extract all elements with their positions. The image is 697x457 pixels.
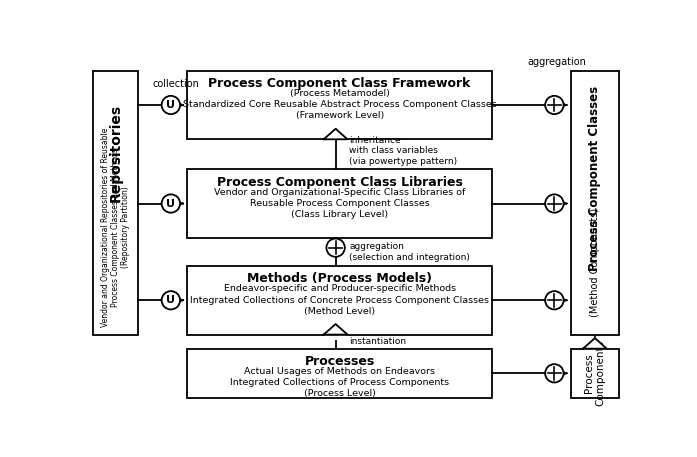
Text: Process
Components: Process Components xyxy=(584,340,606,406)
Ellipse shape xyxy=(162,194,180,213)
Text: (Method Level): (Method Level) xyxy=(304,307,375,316)
Text: Processes: Processes xyxy=(305,355,375,368)
Ellipse shape xyxy=(545,194,564,213)
Bar xyxy=(187,349,492,398)
Text: Process Component Class Libraries: Process Component Class Libraries xyxy=(217,175,463,189)
Text: U: U xyxy=(167,198,176,208)
Text: Repositories: Repositories xyxy=(109,104,123,202)
Text: U: U xyxy=(167,100,176,110)
Text: aggregation
(selection and integration): aggregation (selection and integration) xyxy=(349,242,470,261)
Text: Vendor and Organizational Repositories of Reusable
Process Component Classes and: Vendor and Organizational Repositories o… xyxy=(100,128,130,327)
Bar xyxy=(93,71,139,335)
Text: (Class Library Level): (Class Library Level) xyxy=(291,210,388,219)
Text: collection: collection xyxy=(153,79,200,89)
Text: (Method Components): (Method Components) xyxy=(590,208,600,317)
Text: Reusable Process Component Classes: Reusable Process Component Classes xyxy=(250,199,429,208)
Text: (Process Level): (Process Level) xyxy=(304,389,376,399)
Ellipse shape xyxy=(545,96,564,114)
Text: Methods (Process Models): Methods (Process Models) xyxy=(247,272,432,285)
Text: aggregation: aggregation xyxy=(528,57,586,67)
Polygon shape xyxy=(323,129,348,139)
Bar xyxy=(187,71,492,139)
Bar xyxy=(187,266,492,335)
Bar xyxy=(571,349,619,398)
Text: (Process Metamodel): (Process Metamodel) xyxy=(290,89,390,98)
Ellipse shape xyxy=(162,96,180,114)
Text: Process Component Class Framework: Process Component Class Framework xyxy=(208,77,471,90)
Text: instantiation: instantiation xyxy=(349,337,406,346)
Text: Standardized Core Reusable Abstract Process Component Classes: Standardized Core Reusable Abstract Proc… xyxy=(183,100,496,109)
Ellipse shape xyxy=(326,239,345,257)
Text: U: U xyxy=(167,295,176,305)
Text: Integrated Collections of Concrete Process Component Classes: Integrated Collections of Concrete Proce… xyxy=(190,296,489,304)
Text: Process Component Classes: Process Component Classes xyxy=(588,85,602,271)
Polygon shape xyxy=(583,338,607,349)
Polygon shape xyxy=(323,324,348,335)
Text: Actual Usages of Methods on Endeavors: Actual Usages of Methods on Endeavors xyxy=(244,367,435,376)
Text: Vendor and Organizational-Specific Class Libraries of: Vendor and Organizational-Specific Class… xyxy=(214,187,466,197)
Text: (Framework Level): (Framework Level) xyxy=(296,112,384,121)
Ellipse shape xyxy=(162,291,180,309)
Ellipse shape xyxy=(545,364,564,383)
Text: Integrated Collections of Process Components: Integrated Collections of Process Compon… xyxy=(230,378,450,387)
Bar xyxy=(187,169,492,238)
Text: inheritance
with class variables
(via powertype pattern): inheritance with class variables (via po… xyxy=(349,136,457,165)
Text: Endeavor-specific and Producer-specific Methods: Endeavor-specific and Producer-specific … xyxy=(224,284,456,293)
Ellipse shape xyxy=(545,291,564,309)
Bar xyxy=(571,71,619,335)
